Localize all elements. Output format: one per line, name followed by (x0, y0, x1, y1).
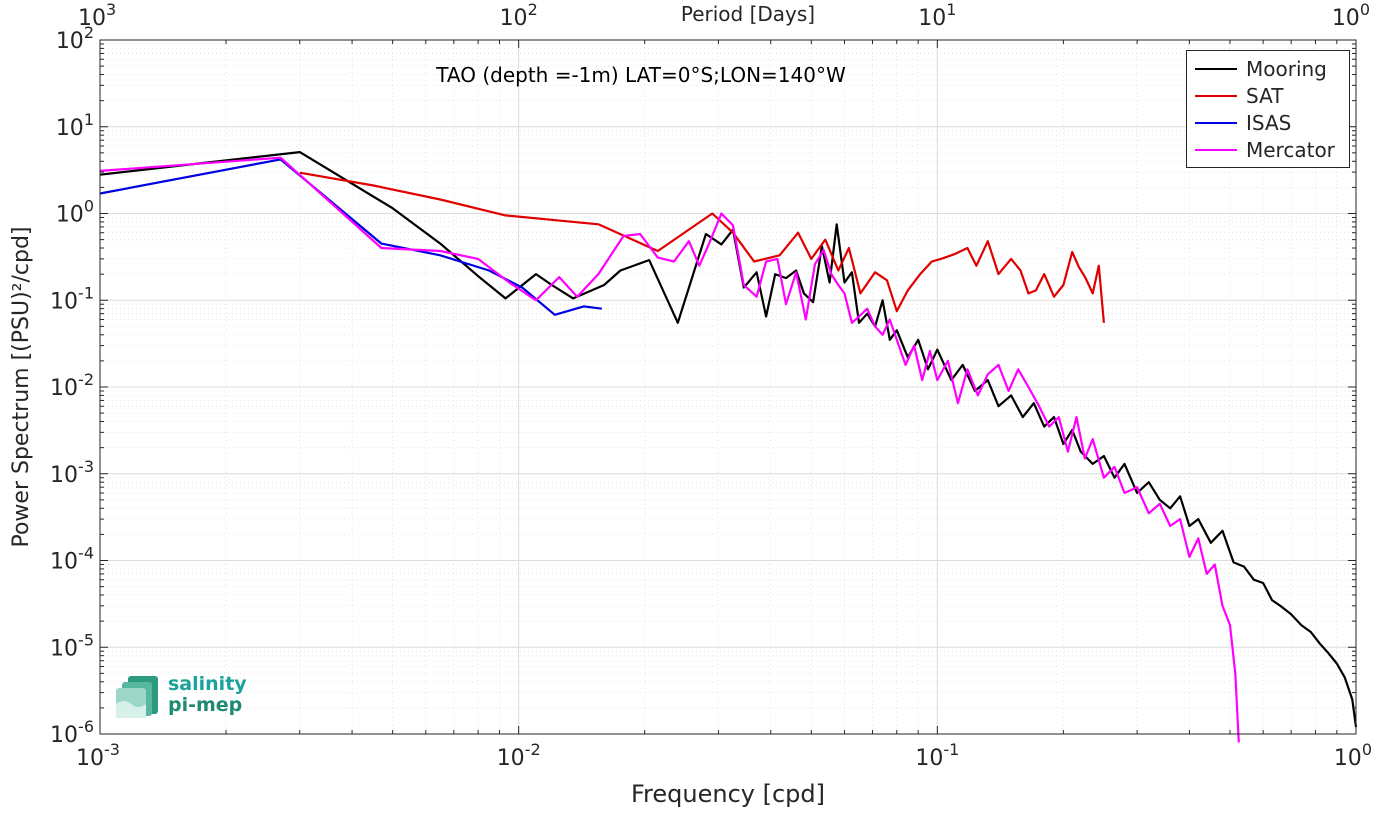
y-tick-label: 100 (56, 197, 94, 228)
x-axis-label: Frequency [cpd] (631, 780, 825, 808)
x-tick-label: 100 (1334, 740, 1372, 771)
y-tick-label: 10-5 (50, 630, 94, 661)
y-tick-label: 102 (56, 23, 94, 54)
x-tick-label: 10-2 (497, 740, 541, 771)
top-tick-label: 102 (500, 0, 538, 31)
series-line-sat (299, 171, 1105, 323)
top-tick-label: 103 (78, 0, 116, 31)
legend-swatch-mooring (1195, 68, 1237, 70)
legend-label-mooring: Mooring (1246, 57, 1327, 81)
y-tick-label: 10-3 (50, 457, 94, 488)
legend-item-isas: ISAS (1187, 111, 1349, 135)
legend-item-mooring: Mooring (1187, 57, 1349, 81)
series-line-mercator (99, 156, 1240, 743)
legend-item-mercator: Mercator (1187, 138, 1349, 162)
legend-swatch-mercator (1195, 149, 1237, 151)
x-tick-label: 10-3 (76, 740, 120, 771)
legend-item-sat: SAT (1187, 84, 1349, 108)
legend-swatch-sat (1195, 95, 1237, 97)
chart-title: TAO (depth =-1m) LAT=0°S;LON=140°W (435, 63, 846, 87)
legend-swatch-isas (1195, 122, 1237, 124)
salinity-pimep-logo: salinity pi-mep (116, 673, 247, 722)
legend: Mooring SAT ISAS Mercator (1186, 50, 1350, 168)
logo-wave-icon (116, 676, 158, 718)
series-line-mooring (99, 151, 1358, 728)
top-tick-label: 100 (1332, 0, 1370, 31)
y-tick-label: 10-4 (50, 544, 94, 575)
logo-text-pimep: pi-mep (168, 694, 243, 716)
legend-label-sat: SAT (1246, 84, 1284, 108)
y-tick-label: 101 (56, 110, 94, 141)
x-tick-label: 10-1 (915, 740, 959, 771)
top-axis-label: Period [Days] (681, 2, 815, 26)
logo-text-salinity: salinity (168, 673, 247, 695)
legend-label-isas: ISAS (1246, 111, 1292, 135)
y-tick-label: 10-1 (50, 283, 94, 314)
legend-label-mercator: Mercator (1246, 138, 1335, 162)
y-axis-label: Power Spectrum [(PSU)²/cpd] (9, 226, 34, 547)
top-tick-label: 101 (918, 0, 956, 31)
y-tick-label: 10-2 (50, 370, 94, 401)
y-tick-label: 10-6 (50, 717, 94, 748)
